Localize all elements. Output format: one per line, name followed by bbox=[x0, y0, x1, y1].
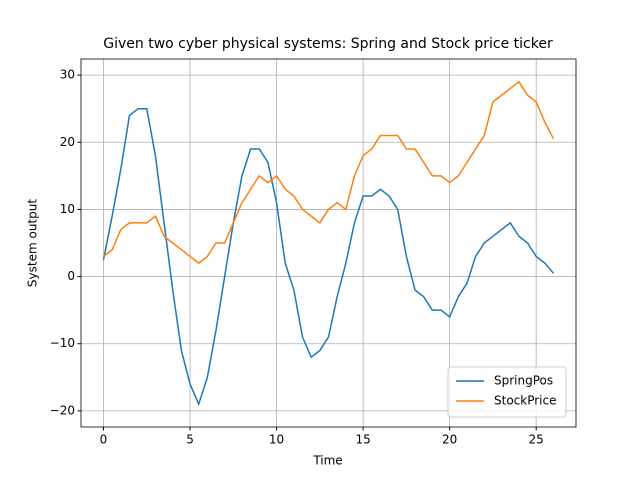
chart-title: Given two cyber physical systems: Spring… bbox=[103, 36, 553, 52]
y-axis-label: System output bbox=[26, 199, 40, 287]
y-tick-label: 10 bbox=[60, 202, 75, 216]
axes-frame bbox=[80, 58, 577, 428]
x-axis-label: Time bbox=[312, 454, 342, 468]
x-tick-label: 25 bbox=[529, 433, 544, 447]
legend-label: StockPrice bbox=[494, 394, 556, 408]
x-tick-label: 5 bbox=[186, 433, 194, 447]
y-tick-label: 0 bbox=[67, 269, 75, 283]
series-line bbox=[103, 80, 555, 265]
y-tick-label: −20 bbox=[50, 403, 75, 417]
legend-box bbox=[447, 366, 567, 418]
y-tick-label: −10 bbox=[50, 336, 75, 350]
series-line bbox=[102, 107, 555, 407]
x-tick-label: 10 bbox=[269, 433, 284, 447]
y-tick-label: 30 bbox=[60, 68, 75, 82]
x-tick-label: 20 bbox=[442, 433, 457, 447]
legend-label: SpringPos bbox=[494, 374, 553, 388]
x-tick-label: 15 bbox=[355, 433, 370, 447]
x-tick-label: 0 bbox=[100, 433, 108, 447]
y-tick-label: 20 bbox=[60, 135, 75, 149]
